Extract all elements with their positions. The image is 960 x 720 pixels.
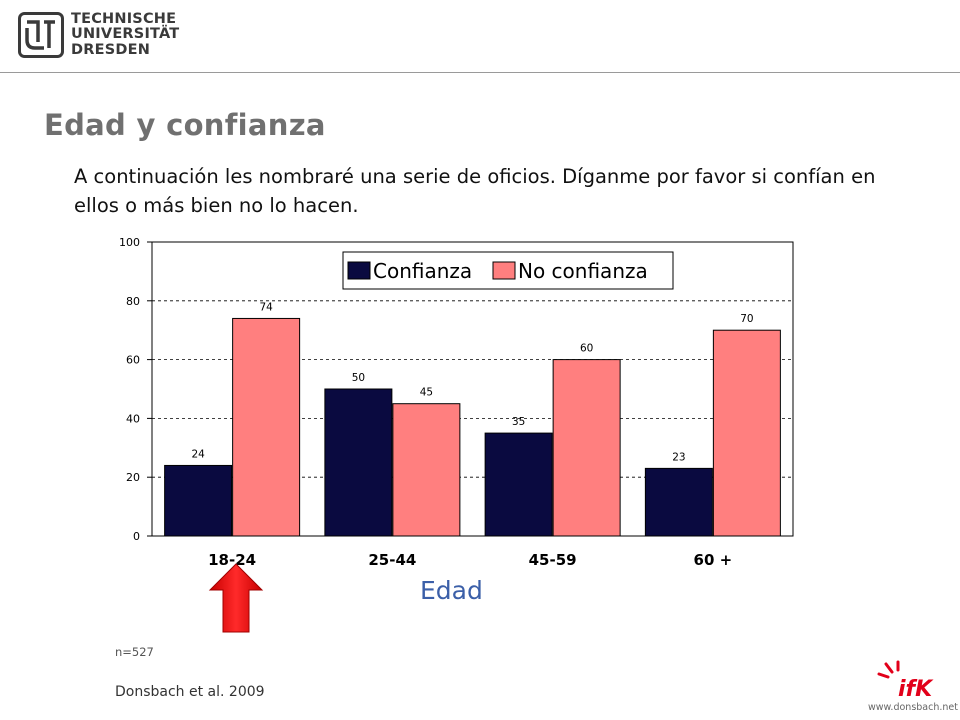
bar-confianza	[324, 388, 393, 537]
source-citation: Donsbach et al. 2009	[115, 684, 265, 700]
sample-size-label: n=527	[115, 645, 154, 659]
x-tick-label: 45-59	[529, 551, 577, 569]
data-label: 35	[512, 416, 525, 428]
slide-title: Edad y confianza	[44, 108, 326, 142]
data-label: 50	[352, 372, 365, 384]
x-tick-label: 18-24	[208, 551, 256, 569]
y-tick-label: 0	[133, 530, 140, 543]
data-label: 45	[420, 387, 433, 399]
bar-no-confianza	[712, 329, 781, 537]
bar-confianza	[164, 464, 233, 537]
legend-swatch	[347, 261, 371, 280]
y-tick-label: 20	[126, 471, 140, 484]
x-axis-label: Edad	[420, 576, 483, 605]
data-label: 70	[740, 313, 753, 325]
ifk-logo-icon: ifK	[877, 660, 934, 700]
y-tick-label: 100	[119, 236, 140, 249]
data-label: 23	[672, 451, 685, 463]
x-tick-label: 25-44	[368, 551, 416, 569]
data-label: 24	[191, 448, 205, 460]
y-tick-label: 80	[126, 295, 140, 308]
x-tick-label: 60 +	[694, 551, 733, 569]
tu-dresden-emblem-icon	[18, 12, 64, 58]
website-url: www.donsbach.net	[868, 702, 958, 713]
logo-line-3: DRESDEN	[71, 41, 151, 58]
bar-no-confianza	[392, 403, 461, 537]
y-tick-label: 40	[126, 412, 140, 425]
legend-swatch	[492, 261, 516, 280]
logo-line-2: UNIVERSITÄT	[71, 26, 180, 43]
slide-subtitle: A continuación les nombraré una serie de…	[74, 165, 876, 217]
data-label: 60	[580, 343, 593, 355]
legend-label: Confianza	[373, 259, 472, 283]
bar-confianza	[644, 467, 713, 537]
bar-no-confianza	[232, 317, 301, 537]
y-tick-label: 60	[126, 354, 140, 367]
bar-confianza	[484, 432, 553, 537]
logo-line-1: TECHNISCHE	[71, 11, 177, 27]
header-divider	[0, 72, 960, 73]
data-label: 74	[259, 301, 273, 313]
legend-label: No confianza	[518, 259, 648, 283]
up-arrow-icon	[208, 563, 264, 633]
tu-dresden-logo: TECHNISCHE UNIVERSITÄT DRESDEN	[18, 11, 180, 60]
ifk-logo-text: ifK	[898, 677, 934, 700]
bar-no-confianza	[552, 359, 621, 537]
